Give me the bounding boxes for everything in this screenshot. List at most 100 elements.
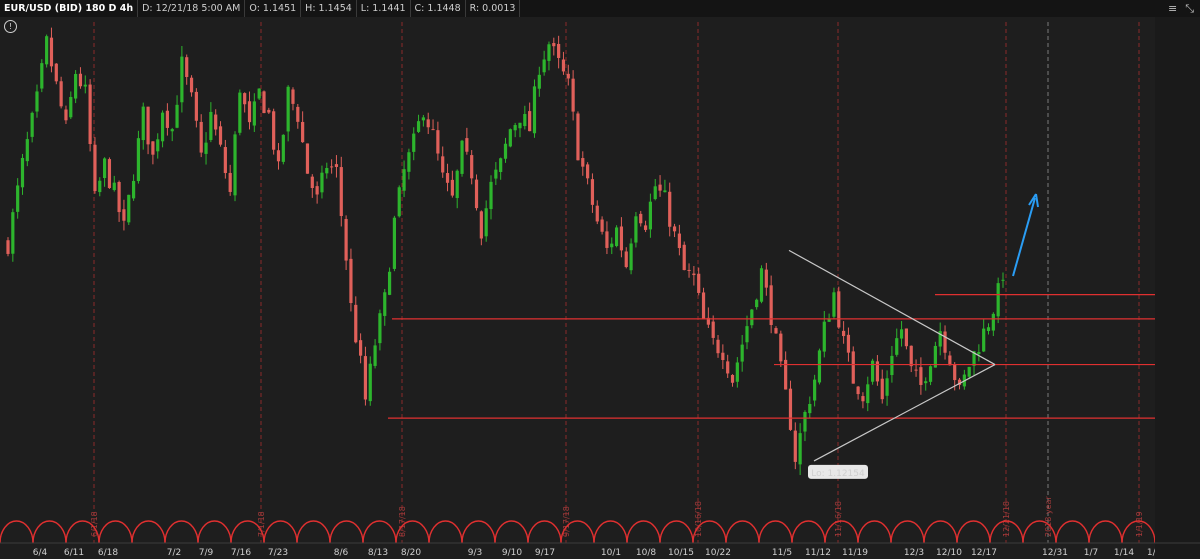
candle-body — [846, 334, 851, 353]
cycle-arc — [692, 520, 727, 544]
candle-body — [465, 138, 469, 152]
candle-body — [571, 78, 575, 112]
candle-body — [402, 169, 406, 191]
candle-body — [581, 158, 585, 167]
triangle-pattern — [788, 249, 996, 462]
candle-body — [658, 184, 662, 191]
candle-body — [557, 43, 561, 58]
date-readout: D: 12/21/18 5:00 AM — [138, 0, 246, 17]
candle-body — [296, 106, 300, 122]
cycle-arc — [1121, 520, 1156, 544]
candle-body — [349, 258, 353, 304]
candle-body — [914, 369, 918, 371]
candle-body — [701, 292, 706, 319]
candle-body — [933, 345, 937, 368]
candle-body — [247, 101, 252, 123]
candle-body — [325, 167, 329, 174]
candle-body — [948, 355, 952, 366]
candle-body — [131, 180, 136, 199]
candle-body — [706, 317, 710, 325]
candle-body — [180, 56, 184, 103]
cycle-arc — [758, 520, 793, 544]
cycle-arc — [1055, 520, 1090, 544]
low-label-badge — [808, 464, 868, 479]
candle-body — [272, 111, 276, 150]
candle-body — [803, 412, 807, 432]
triangle-lower-line — [813, 364, 996, 462]
candle-body — [643, 225, 648, 230]
candle-body — [354, 304, 358, 343]
x-tick-label: 9/10 — [502, 548, 522, 558]
candle-body — [122, 209, 126, 221]
menu-icon[interactable]: ≡ — [1167, 2, 1178, 15]
open-readout: O: 1.1451 — [245, 0, 302, 17]
x-tick-label: 11/12 — [805, 548, 831, 558]
cycle-arc — [164, 520, 199, 544]
candle-body — [788, 388, 793, 430]
candle-body — [726, 361, 730, 374]
candle-body — [286, 86, 290, 132]
cycle-arc — [923, 520, 958, 544]
x-tick-label: 8/13 — [368, 548, 388, 558]
candle-body — [721, 352, 725, 360]
candle-body — [967, 366, 971, 377]
candle-body — [460, 140, 464, 174]
high-readout: H: 1.1454 — [301, 0, 357, 17]
cycle-arc — [263, 520, 298, 544]
candle-body — [291, 89, 295, 104]
candle-body — [30, 112, 34, 137]
candle-body — [64, 109, 68, 121]
x-tick-label: 12/10 — [936, 548, 962, 558]
collapse-icon[interactable]: ⤡ — [1185, 1, 1194, 15]
candle-body — [310, 176, 314, 189]
candle-body — [784, 359, 788, 390]
symbol-label[interactable]: EUR/USD (BID) 180 D 4h — [0, 0, 139, 17]
candle-body — [315, 186, 319, 195]
candle-body — [904, 328, 908, 347]
candle-body — [991, 313, 995, 331]
cycle-arc — [890, 520, 925, 544]
candle-body — [233, 134, 237, 196]
candle-body — [218, 126, 223, 145]
candle-body — [40, 63, 44, 89]
candle-body — [301, 121, 305, 143]
candle-body — [774, 328, 778, 334]
candle-body — [870, 360, 875, 382]
candle-body — [117, 182, 121, 213]
cycle-arc — [0, 520, 34, 544]
cycle-arc — [197, 520, 232, 544]
candle-body — [986, 327, 991, 331]
candle-body — [426, 119, 430, 128]
candle-body — [407, 152, 411, 172]
price-labels: 1.14481Lo: 1.12154 — [808, 287, 1199, 479]
projection-arrow — [1012, 193, 1039, 277]
info-icon[interactable]: ! — [4, 20, 17, 33]
candle-body — [711, 321, 715, 338]
candle-body — [262, 91, 266, 114]
horizontal-levels — [388, 294, 1155, 419]
candle-body — [156, 139, 160, 152]
candle-body — [238, 92, 242, 133]
x-tick-label: 10/8 — [636, 548, 656, 558]
candle-body — [764, 269, 768, 288]
candle-body — [175, 104, 179, 128]
vertical-marker-label: 2018 year — [1044, 496, 1053, 537]
x-tick-label: 8/20 — [401, 548, 421, 558]
candle-body — [194, 91, 198, 121]
close-readout: C: 1.1448 — [411, 0, 466, 17]
candle-body — [484, 208, 488, 237]
x-tick-label: 11/19 — [842, 548, 868, 558]
candle-body — [552, 43, 556, 47]
cycle-arc — [527, 520, 562, 544]
candle-body — [330, 166, 334, 168]
candle-body — [716, 339, 720, 354]
candle-body — [45, 36, 49, 65]
candle-body — [668, 191, 672, 227]
candle-body — [479, 211, 483, 239]
candle-body — [682, 244, 686, 271]
candle-body — [851, 351, 855, 384]
candle-body — [755, 299, 759, 308]
candle-body — [470, 155, 474, 179]
candle-body — [924, 381, 928, 384]
